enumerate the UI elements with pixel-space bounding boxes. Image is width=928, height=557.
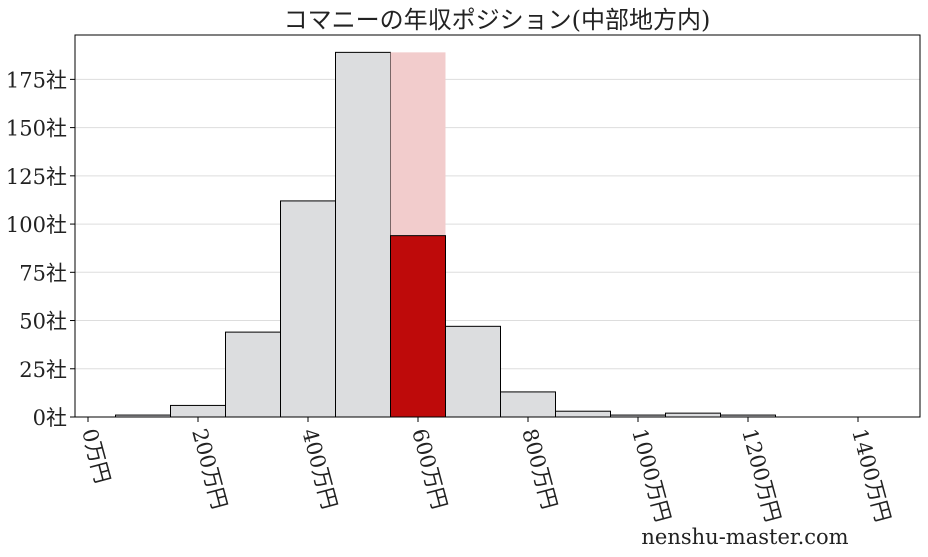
x-tick-label: 0万円 bbox=[77, 426, 115, 486]
x-tick-label: 200万円 bbox=[187, 426, 231, 512]
histogram-bar bbox=[280, 200, 336, 418]
x-tick-label: 1200万円 bbox=[737, 426, 785, 524]
histogram-bar bbox=[445, 325, 501, 418]
x-tick-label: 1000万円 bbox=[627, 426, 675, 524]
x-tick-label: 400万円 bbox=[297, 426, 341, 512]
histogram-bar bbox=[555, 410, 611, 418]
histogram-bar bbox=[665, 412, 721, 418]
x-tick-label: 800万円 bbox=[517, 426, 561, 512]
y-tick-label: 150社 bbox=[6, 117, 67, 141]
histogram-bar bbox=[335, 51, 391, 418]
y-tick-label: 75社 bbox=[19, 261, 67, 285]
plot-frame bbox=[74, 34, 921, 418]
x-tick-label: 1400万円 bbox=[847, 426, 895, 524]
histogram-bar bbox=[225, 331, 281, 418]
watermark: nenshu-master.com bbox=[641, 525, 848, 549]
y-tick-label: 25社 bbox=[19, 358, 67, 382]
y-tick-label: 0社 bbox=[33, 406, 67, 430]
x-tick-label: 600万円 bbox=[407, 426, 451, 512]
y-tick-label: 100社 bbox=[6, 213, 67, 237]
chart-title: コマニーの年収ポジション(中部地方内) bbox=[284, 6, 711, 34]
highlight-bar bbox=[390, 235, 446, 418]
histogram-bar bbox=[500, 391, 556, 418]
y-tick-label: 125社 bbox=[6, 165, 67, 189]
y-tick-label: 50社 bbox=[19, 310, 67, 334]
histogram-bar bbox=[170, 404, 226, 418]
y-tick-label: 175社 bbox=[6, 68, 67, 92]
